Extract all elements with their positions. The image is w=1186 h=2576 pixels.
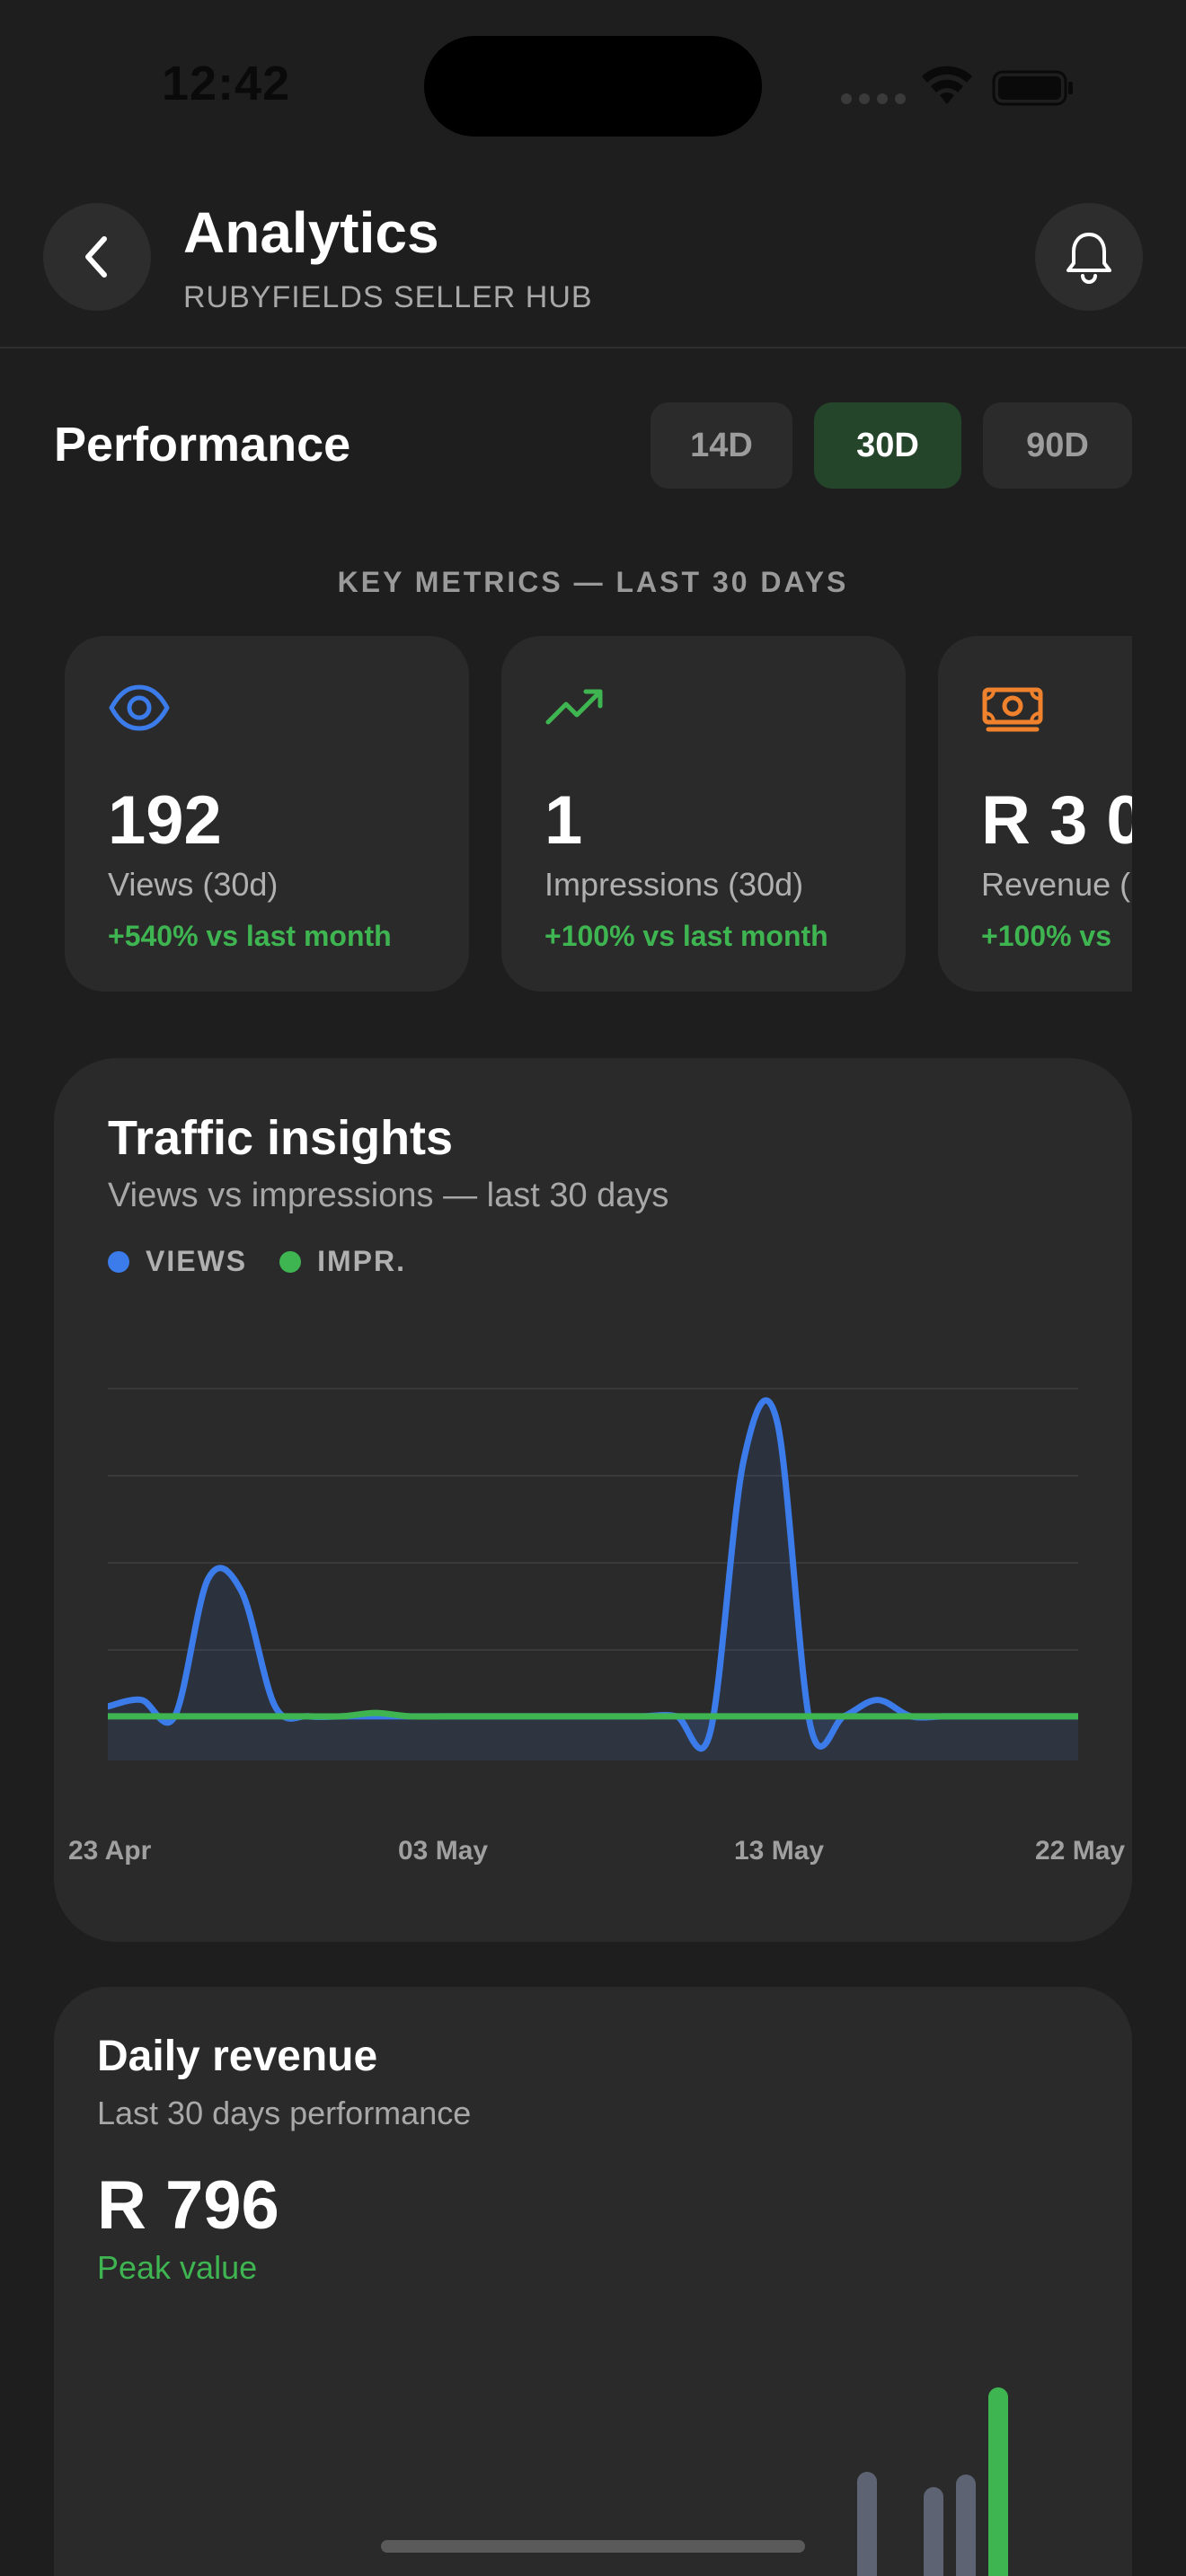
series-area-views <box>108 1400 1078 1749</box>
traffic-line-chart[interactable] <box>108 1365 1078 1787</box>
page-subtitle: RUBYFIELDS SELLER HUB <box>183 280 593 314</box>
revenue-bar-chart[interactable] <box>54 2299 1132 2576</box>
metric-value: 1 <box>544 782 583 859</box>
revenue-bar[interactable] <box>988 2387 1008 2576</box>
range-90d-button[interactable]: 90D <box>983 402 1132 489</box>
traffic-title: Traffic insights <box>108 1111 454 1165</box>
banknote-icon <box>982 687 1043 732</box>
revenue-bar[interactable] <box>924 2487 943 2576</box>
metric-change: +100% vs <box>981 920 1112 952</box>
performance-title: Performance <box>54 418 351 472</box>
dynamic-island <box>424 36 762 137</box>
header-divider <box>0 347 1186 348</box>
metric-label: Impressions (30d) <box>544 866 804 903</box>
metrics-heading: KEY METRICS — LAST 30 DAYS <box>337 566 849 598</box>
home-indicator <box>381 2540 805 2553</box>
range-14d-button[interactable]: 14D <box>651 402 792 489</box>
x-tick-label: 13 May <box>734 1836 825 1866</box>
revenue-bar[interactable] <box>956 2475 976 2576</box>
metric-value: 192 <box>108 782 222 859</box>
traffic-subtitle: Views vs impressions — last 30 days <box>108 1177 669 1214</box>
chevron-left-icon <box>85 236 107 278</box>
traffic-insights-card <box>54 1058 1132 1942</box>
legend-label: VIEWS <box>146 1245 248 1277</box>
metric-card-views[interactable]: 192 Views (30d) +540% vs last month <box>65 636 469 992</box>
revenue-peak-value: R 796 <box>97 2167 279 2244</box>
wifi-icon <box>922 66 972 104</box>
revenue-peak-label: Peak value <box>97 2249 258 2286</box>
chart-legend: VIEWS IMPR. <box>108 1245 438 1278</box>
x-tick-label: 23 Apr <box>68 1836 152 1866</box>
metric-label: Revenue ( <box>981 866 1131 903</box>
x-tick-label: 03 May <box>398 1836 489 1866</box>
notifications-button[interactable] <box>1035 203 1143 311</box>
trending-up-icon <box>545 689 603 725</box>
legend-item-views: VIEWS <box>108 1245 247 1278</box>
battery-icon <box>992 70 1073 106</box>
revenue-title: Daily revenue <box>97 2033 378 2080</box>
daily-revenue-card <box>54 1987 1132 2576</box>
metric-value: R 3 0 <box>981 782 1132 859</box>
eye-icon <box>109 684 170 731</box>
legend-dot <box>108 1250 129 1273</box>
x-tick-label: 22 May <box>1035 1836 1126 1866</box>
revenue-bar[interactable] <box>857 2472 877 2576</box>
bell-icon <box>1067 233 1111 284</box>
legend-dot <box>279 1250 302 1273</box>
signal-icon <box>841 93 906 104</box>
chart-baseline-band <box>108 1716 1078 1760</box>
metric-change: +100% vs last month <box>544 920 828 952</box>
legend-label: IMPR. <box>317 1245 407 1277</box>
metrics-carousel[interactable]: 192 Views (30d) +540% vs last month 1 Im… <box>54 629 1132 1006</box>
legend-item-impressions: IMPR. <box>279 1245 406 1278</box>
metric-change: +540% vs last month <box>108 920 392 952</box>
metric-card-impressions[interactable]: 1 Impressions (30d) +100% vs last month <box>501 636 906 992</box>
back-button[interactable] <box>43 203 151 311</box>
metric-label: Views (30d) <box>108 866 279 903</box>
range-30d-button[interactable]: 30D <box>814 402 961 489</box>
page-title: Analytics <box>183 200 439 265</box>
metric-card-revenue[interactable]: R 3 0 Revenue ( +100% vs <box>938 636 1132 992</box>
revenue-subtitle: Last 30 days performance <box>97 2095 472 2131</box>
status-time: 12:42 <box>162 57 291 110</box>
series-line-impr[interactable] <box>108 1709 1078 1720</box>
